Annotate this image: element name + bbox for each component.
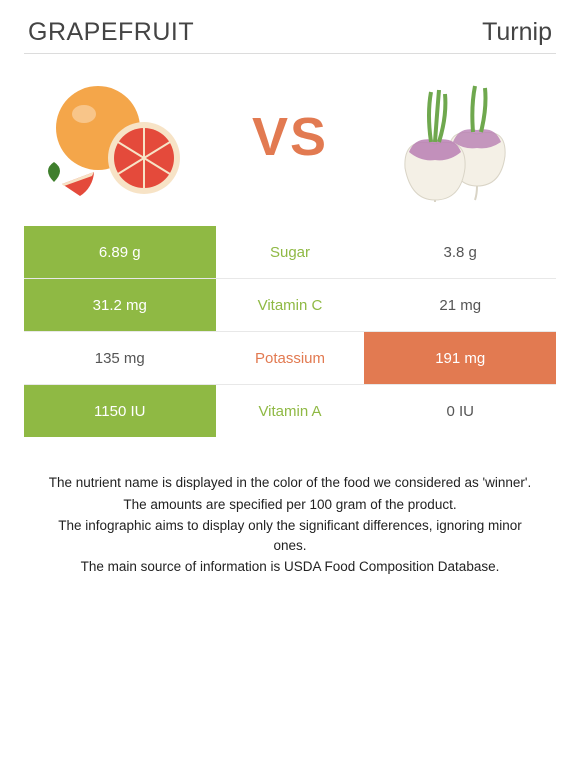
table-row: 135 mgPotassium191 mg <box>24 332 556 385</box>
nutrient-name: Vitamin A <box>216 385 365 437</box>
nutrient-name: Vitamin C <box>216 279 365 331</box>
nutrient-table: 6.89 gSugar3.8 g31.2 mgVitamin C21 mg135… <box>24 226 556 437</box>
footnote-line: The infographic aims to display only the… <box>44 516 536 555</box>
left-value: 1150 IU <box>24 385 216 437</box>
hero-row: VS <box>24 72 556 226</box>
right-value: 3.8 g <box>364 226 556 278</box>
table-row: 1150 IUVitamin A0 IU <box>24 385 556 437</box>
title-row: GRAPEFRUIT Turnip <box>24 18 556 51</box>
nutrient-name: Sugar <box>216 226 365 278</box>
title-underline <box>24 53 556 54</box>
right-value: 191 mg <box>364 332 556 384</box>
right-value: 21 mg <box>364 279 556 331</box>
left-value: 31.2 mg <box>24 279 216 331</box>
left-value: 6.89 g <box>24 226 216 278</box>
left-value: 135 mg <box>24 332 216 384</box>
right-value: 0 IU <box>364 385 556 437</box>
turnip-illustration <box>373 72 548 202</box>
footnote-line: The amounts are specified per 100 gram o… <box>44 495 536 515</box>
title-right: Turnip <box>482 18 552 47</box>
grapefruit-illustration <box>32 72 207 202</box>
table-row: 31.2 mgVitamin C21 mg <box>24 279 556 332</box>
vs-label: VS <box>252 106 328 168</box>
footnote-line: The main source of information is USDA F… <box>44 557 536 577</box>
title-left: GRAPEFRUIT <box>28 18 194 47</box>
footnote-line: The nutrient name is displayed in the co… <box>44 473 536 493</box>
nutrient-name: Potassium <box>216 332 365 384</box>
table-row: 6.89 gSugar3.8 g <box>24 226 556 279</box>
footnotes: The nutrient name is displayed in the co… <box>24 437 556 577</box>
